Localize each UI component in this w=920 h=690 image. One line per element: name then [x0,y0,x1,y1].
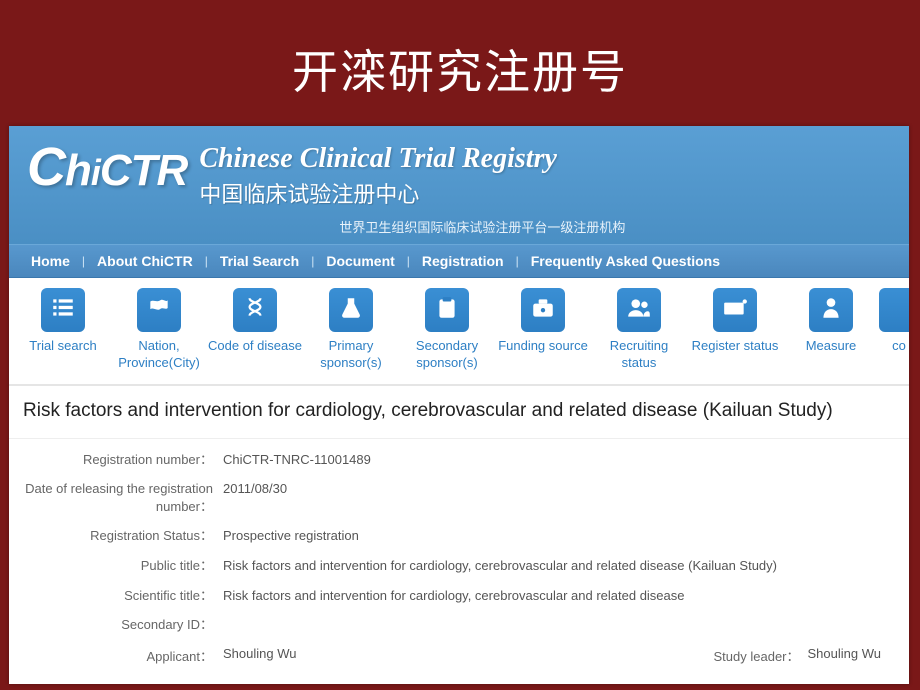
globe-icon [146,295,172,326]
icon-label: Recruiting status [591,338,687,372]
site-title-cn: 中国临床试验注册中心 [199,177,625,209]
logo-chictr: ChiCTR [27,140,187,194]
list-icon [50,295,76,326]
nav-sep: | [197,254,216,268]
study-leader-value: Shouling Wu [808,646,895,665]
study-title: Risk factors and intervention for cardio… [9,386,909,439]
detail-label: Registration Status： [23,527,223,545]
clipboard-icon [434,295,460,326]
nav-about[interactable]: About ChiCTR [93,253,197,269]
icon-label: co [879,338,909,355]
detail-value: Risk factors and intervention for cardio… [223,557,895,575]
icon-nation[interactable]: Nation, Province(City) [111,288,207,372]
icon-label: Code of disease [207,338,303,355]
applicant-label: Applicant： [23,646,223,665]
icon-label: Primary sponsor(s) [303,338,399,372]
content-area: Risk factors and intervention for cardio… [9,386,909,671]
icon-measure[interactable]: Measure [783,288,879,372]
icon-co[interactable]: co [879,288,909,372]
detail-value: Risk factors and intervention for cardio… [223,587,895,605]
icon-funding-source[interactable]: Funding source [495,288,591,372]
detail-label: Secondary ID： [23,616,223,634]
detail-value: ChiCTR-TNRC-11001489 [223,451,895,469]
people-icon [626,295,652,326]
row-public-title: Public title： Risk factors and intervent… [23,551,895,581]
site-header: ChiCTR Chinese Clinical Trial Registry 中… [9,126,909,244]
doctor-icon [818,295,844,326]
detail-value: 2011/08/30 [223,480,895,498]
detail-value: Prospective registration [223,527,895,545]
nav-sep: | [303,254,322,268]
row-registration-number: Registration number： ChiCTR-TNRC-1100148… [23,445,895,475]
nav-sep: | [74,254,93,268]
nav-sep: | [508,254,527,268]
icon-secondary-sponsor[interactable]: Secondary sponsor(s) [399,288,495,372]
slide-title: 开滦研究注册号 [0,0,920,126]
detail-label: Public title： [23,557,223,575]
study-leader-label: Study leader： [714,646,808,665]
row-applicant: Applicant： Shouling Wu Study leader： Sho… [23,640,895,671]
icon-label: Measure [783,338,879,355]
detail-label: Registration number： [23,451,223,469]
nav-home[interactable]: Home [27,253,74,269]
flask-icon [338,295,364,326]
logo-block[interactable]: ChiCTR Chinese Clinical Trial Registry 中… [27,140,625,236]
site-subtitle: 世界卫生组织国际临床试验注册平台一级注册机构 [199,217,625,236]
nav-bar: Home | About ChiCTR | Trial Search | Doc… [9,244,909,278]
icon-code-disease[interactable]: Code of disease [207,288,303,372]
detail-label: Scientific title： [23,587,223,605]
dna-icon [242,295,268,326]
row-secondary-id: Secondary ID： [23,610,895,640]
icon-toolbar: Trial search Nation, Province(City) Code… [9,278,909,386]
briefcase-icon [530,295,556,326]
row-release-date: Date of releasing the registration numbe… [23,474,895,521]
keyboard-icon [722,295,748,326]
nav-sep: | [399,254,418,268]
applicant-value: Shouling Wu [223,646,714,665]
icon-label: Trial search [15,338,111,355]
icon-label: Nation, Province(City) [111,338,207,372]
site-title-en: Chinese Clinical Trial Registry [199,144,625,175]
icon-label: Register status [687,338,783,355]
row-registration-status: Registration Status： Prospective registr… [23,521,895,551]
icon-label: Secondary sponsor(s) [399,338,495,372]
browser-window: ChiCTR Chinese Clinical Trial Registry 中… [9,126,909,684]
nav-faq[interactable]: Frequently Asked Questions [527,253,724,269]
icon-register-status[interactable]: Register status [687,288,783,372]
nav-trial-search[interactable]: Trial Search [216,253,303,269]
row-scientific-title: Scientific title： Risk factors and inter… [23,581,895,611]
icon-trial-search[interactable]: Trial search [15,288,111,372]
nav-registration[interactable]: Registration [418,253,508,269]
icon-primary-sponsor[interactable]: Primary sponsor(s) [303,288,399,372]
icon-label: Funding source [495,338,591,355]
icon-recruiting-status[interactable]: Recruiting status [591,288,687,372]
details-table: Registration number： ChiCTR-TNRC-1100148… [9,439,909,671]
nav-document[interactable]: Document [322,253,398,269]
detail-label: Date of releasing the registration numbe… [23,480,223,515]
